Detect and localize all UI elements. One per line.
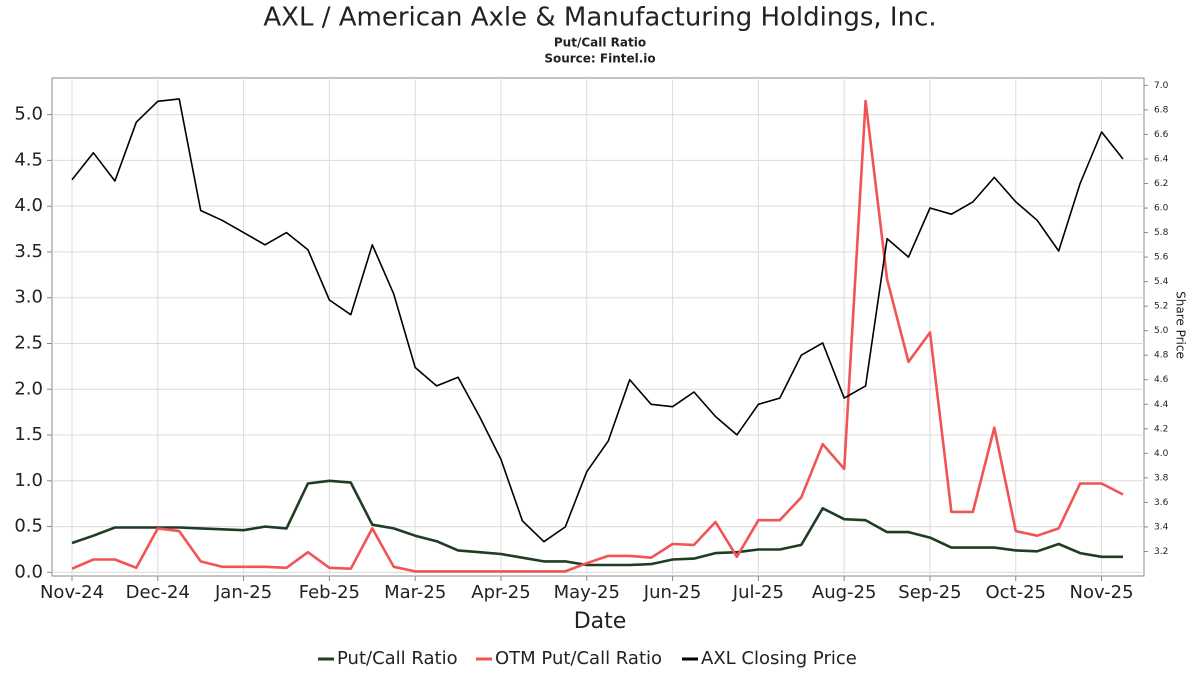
x-tick-label: Feb-25: [299, 582, 360, 603]
x-tick-label: Jun-25: [643, 582, 702, 603]
x-tick-label: Nov-25: [1070, 582, 1134, 603]
legend-label: Put/Call Ratio: [337, 648, 458, 669]
y-tick-label: 4.5: [14, 149, 43, 170]
series-line: [71, 479, 1123, 567]
y2-tick-label: 3.2: [1154, 547, 1168, 557]
plot-frame: [51, 77, 1145, 577]
chart-subtitle: Put/Call Ratio: [554, 36, 646, 50]
y2-tick-label: 4.0: [1154, 449, 1169, 459]
y2-tick-label: 6.0: [1154, 204, 1169, 214]
y2-tick-label: 5.0: [1154, 326, 1169, 336]
y2-axis-title: Share Price: [1174, 291, 1188, 359]
x-tick-label: Dec-24: [126, 582, 190, 603]
x-tick-label: Apr-25: [471, 582, 530, 603]
y-tick-label: 1.5: [14, 424, 43, 445]
y2-tick-label: 3.6: [1154, 498, 1169, 508]
y-tick-label: 4.0: [14, 195, 43, 216]
x-tick-label: Jul-25: [732, 582, 784, 603]
y-tick-label: 3.5: [14, 241, 43, 262]
y2-tick-label: 5.8: [1154, 228, 1169, 238]
y-tick-label: 0.0: [14, 561, 43, 582]
chart-source: Source: Fintel.io: [544, 52, 655, 66]
y2-tick-label: 4.4: [1154, 400, 1169, 410]
chart-title: AXL / American Axle & Manufacturing Hold…: [263, 3, 936, 33]
y-tick-label: 5.0: [14, 104, 43, 125]
x-tick-label: Jan-25: [214, 582, 272, 603]
y2-tick-label: 3.8: [1154, 473, 1169, 483]
x-tick-label: Nov-24: [40, 582, 104, 603]
y2-tick-label: 4.2: [1154, 424, 1168, 434]
y-tick-label: 0.5: [14, 516, 43, 537]
x-tick-label: Sep-25: [898, 582, 961, 603]
x-tick-label: May-25: [554, 582, 620, 603]
series-line: [71, 98, 1124, 543]
series-line: [71, 99, 1124, 573]
y2-tick-label: 5.6: [1154, 253, 1169, 263]
y2-tick-label: 6.6: [1154, 130, 1169, 140]
y-tick-label: 2.0: [14, 378, 43, 399]
x-axis-title: Date: [574, 609, 627, 634]
y2-tick-label: 5.4: [1154, 277, 1169, 287]
x-tick-label: Oct-25: [985, 582, 1046, 603]
legend-label: AXL Closing Price: [701, 648, 857, 669]
y2-tick-label: 6.2: [1154, 179, 1168, 189]
y2-tick-label: 4.8: [1154, 351, 1169, 361]
y2-tick-label: 4.6: [1154, 375, 1169, 385]
x-tick-label: Aug-25: [812, 582, 877, 603]
y2-tick-label: 6.4: [1154, 154, 1169, 164]
y-tick-label: 2.5: [14, 332, 43, 353]
y2-tick-label: 3.4: [1154, 522, 1169, 532]
y2-tick-label: 6.8: [1154, 105, 1169, 115]
y2-tick-label: 7.0: [1154, 81, 1169, 91]
x-tick-label: Mar-25: [384, 582, 446, 603]
y2-tick-label: 5.2: [1154, 302, 1168, 312]
y-tick-label: 1.0: [14, 470, 43, 491]
legend-label: OTM Put/Call Ratio: [495, 648, 662, 669]
y-tick-label: 3.0: [14, 287, 43, 308]
